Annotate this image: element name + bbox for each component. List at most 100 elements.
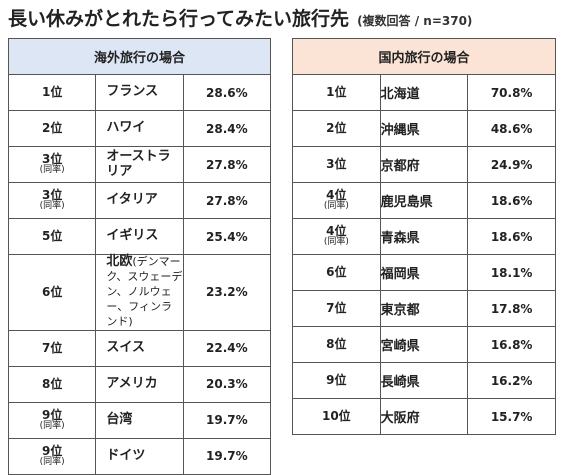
destination-name: 鹿児島県 bbox=[380, 195, 433, 210]
rank-cell: 8位 bbox=[292, 326, 381, 363]
percentage-value: 20.3% bbox=[182, 365, 272, 403]
destination-name: ハワイ bbox=[106, 120, 146, 136]
destination-name: 沖縄県 bbox=[380, 123, 420, 138]
destination-cell: 青森県 bbox=[379, 218, 469, 255]
rank-cell: 9位 (同率) bbox=[7, 401, 97, 439]
overseas-table-row: 8位 アメリカ 20.3% bbox=[7, 365, 272, 403]
overseas-table-row: 9位 (同率) ドイツ 19.7% bbox=[7, 437, 272, 475]
tie-label: (同率) bbox=[323, 201, 349, 212]
destination-cell: 北欧(デンマーク、スウェーデン、ノルウェー、フィンランド) bbox=[95, 254, 184, 331]
rank-cell: 7位 bbox=[7, 329, 97, 367]
destination-cell: 北海道 bbox=[379, 74, 469, 111]
domestic-ranking-table: 国内旅行の場合 1位 北海道 70.8% 2位 沖縄県 48.6% 3位 京都府 24.9% 4位… bbox=[292, 38, 556, 435]
destination-name: 長崎県 bbox=[380, 375, 420, 390]
domestic-table-row: 1位 北海道 70.8% bbox=[292, 74, 556, 111]
percentage-value: 22.4% bbox=[182, 329, 272, 367]
percentage-value: 70.8% bbox=[467, 74, 556, 111]
rank-label: 1位 bbox=[326, 85, 347, 100]
destination-cell: 京都府 bbox=[379, 146, 469, 183]
destination-note: (デンマーク、スウェーデン、ノルウェー、フィンランド) bbox=[106, 255, 183, 328]
rank-label: 4位 bbox=[326, 188, 347, 203]
rank-cell: 6位 bbox=[7, 254, 97, 331]
rank-label: 1位 bbox=[41, 85, 63, 100]
rank-label: 5位 bbox=[41, 229, 63, 244]
domestic-table-caption: 国内旅行の場合 bbox=[292, 38, 556, 75]
percentage-value: 27.8% bbox=[182, 146, 272, 183]
rank-cell: 9位 (同率) bbox=[7, 437, 97, 475]
destination-cell: 台湾 bbox=[95, 401, 184, 439]
percentage-value: 19.7% bbox=[182, 437, 272, 475]
rank-cell: 1位 bbox=[7, 74, 97, 111]
destination-cell: ドイツ bbox=[95, 437, 184, 475]
percentage-value: 18.1% bbox=[467, 254, 556, 291]
rank-label: 8位 bbox=[326, 337, 347, 352]
destination-cell: イタリア bbox=[95, 182, 184, 219]
destination-name: 北海道 bbox=[380, 87, 420, 102]
rank-cell: 3位 (同率) bbox=[7, 146, 97, 183]
tie-label: (同率) bbox=[39, 456, 65, 467]
rank-label: 2位 bbox=[326, 121, 347, 136]
percentage-value: 24.9% bbox=[467, 146, 556, 183]
chart-header: 長い休みがとれたら行ってみたい旅行先 (複数回答 / n=370) bbox=[8, 4, 562, 34]
overseas-table-row: 7位 スイス 22.4% bbox=[7, 329, 272, 367]
rank-label: 4位 bbox=[326, 224, 347, 239]
rank-cell: 4位 (同率) bbox=[292, 218, 381, 255]
rank-label: 3位 bbox=[41, 152, 63, 167]
overseas-table-row: 1位 フランス 28.6% bbox=[7, 74, 272, 111]
destination-cell: フランス bbox=[95, 74, 184, 111]
rank-cell: 8位 bbox=[7, 365, 97, 403]
destination-name: 東京都 bbox=[380, 303, 420, 318]
chart-subtitle: (複数回答 / n=370) bbox=[357, 14, 473, 28]
rank-label: 6位 bbox=[41, 285, 63, 300]
percentage-value: 28.4% bbox=[182, 110, 272, 147]
destination-name: オーストラリア bbox=[106, 148, 171, 179]
percentage-value: 28.6% bbox=[182, 74, 272, 111]
tie-label: (同率) bbox=[39, 201, 65, 212]
destination-cell: スイス bbox=[95, 329, 184, 367]
domestic-table-row: 2位 沖縄県 48.6% bbox=[292, 110, 556, 147]
destination-cell: オーストラリア bbox=[95, 146, 184, 183]
rank-label: 9位 bbox=[41, 444, 63, 459]
percentage-value: 18.6% bbox=[467, 218, 556, 255]
rank-cell: 6位 bbox=[292, 254, 381, 291]
rank-cell: 1位 bbox=[292, 74, 381, 111]
rank-cell: 10位 bbox=[292, 398, 381, 435]
rank-label: 2位 bbox=[41, 121, 63, 136]
rank-cell: 7位 bbox=[292, 290, 381, 327]
overseas-table-row: 6位 北欧(デンマーク、スウェーデン、ノルウェー、フィンランド) 23.2% bbox=[7, 254, 272, 331]
overseas-ranking-table: 海外旅行の場合 1位 フランス 28.6% 2位 ハワイ 28.4% 3位 (同率) オーストラ… bbox=[7, 38, 272, 475]
percentage-value: 16.8% bbox=[467, 326, 556, 363]
domestic-table-row: 9位 長崎県 16.2% bbox=[292, 362, 556, 399]
rank-cell: 2位 bbox=[292, 110, 381, 147]
destination-name: 台湾 bbox=[106, 411, 133, 427]
destination-cell: ハワイ bbox=[95, 110, 184, 147]
rank-label: 3位 bbox=[326, 157, 347, 172]
percentage-value: 18.6% bbox=[467, 182, 556, 219]
rank-label: 9位 bbox=[41, 408, 63, 423]
destination-cell: イギリス bbox=[95, 218, 184, 255]
percentage-value: 25.4% bbox=[182, 218, 272, 255]
rank-cell: 3位 (同率) bbox=[7, 182, 97, 219]
domestic-table-row: 6位 福岡県 18.1% bbox=[292, 254, 556, 291]
destination-cell: 東京都 bbox=[379, 290, 469, 327]
rank-cell: 9位 bbox=[292, 362, 381, 399]
rank-cell: 5位 bbox=[7, 218, 97, 255]
domestic-table-row: 10位 大阪府 15.7% bbox=[292, 398, 556, 435]
percentage-value: 19.7% bbox=[182, 401, 272, 439]
percentage-value: 48.6% bbox=[467, 110, 556, 147]
destination-name: 大阪府 bbox=[380, 411, 420, 426]
chart-title: 長い休みがとれたら行ってみたい旅行先 bbox=[8, 8, 350, 30]
destination-name: イタリア bbox=[106, 192, 158, 208]
rank-label: 10位 bbox=[321, 409, 351, 424]
rank-cell: 3位 bbox=[292, 146, 381, 183]
rank-label: 3位 bbox=[41, 188, 63, 203]
percentage-value: 16.2% bbox=[467, 362, 556, 399]
rank-label: 8位 bbox=[41, 376, 63, 391]
domestic-table-row: 4位 (同率) 鹿児島県 18.6% bbox=[292, 182, 556, 219]
percentage-value: 27.8% bbox=[182, 182, 272, 219]
destination-cell: 沖縄県 bbox=[379, 110, 469, 147]
destination-name: イギリス bbox=[106, 228, 159, 244]
overseas-table-row: 3位 (同率) イタリア 27.8% bbox=[7, 182, 272, 219]
domestic-table-row: 7位 東京都 17.8% bbox=[292, 290, 556, 327]
rank-label: 6位 bbox=[326, 265, 347, 280]
